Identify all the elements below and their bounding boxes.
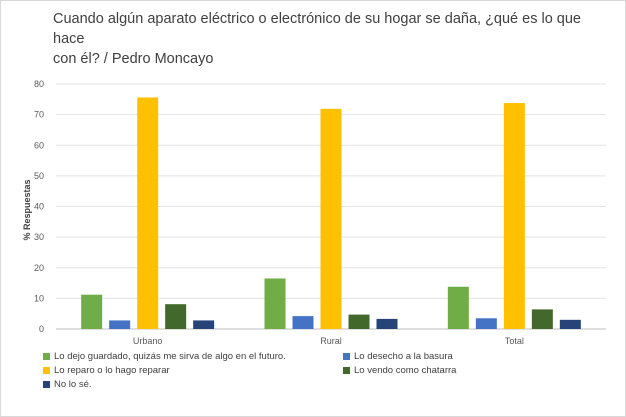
bar bbox=[81, 294, 103, 329]
y-tick-label: 30 bbox=[34, 232, 44, 242]
legend-item: No lo sé. bbox=[43, 379, 92, 390]
legend-item: Lo vendo como chatarra bbox=[343, 365, 456, 376]
legend-label: Lo reparo o lo hago reparar bbox=[54, 365, 170, 376]
x-tick-label: Total bbox=[505, 336, 524, 346]
legend-label: Lo vendo como chatarra bbox=[354, 365, 457, 376]
bar bbox=[348, 314, 370, 329]
bar bbox=[320, 108, 342, 330]
bar bbox=[475, 318, 497, 329]
legend-swatch bbox=[43, 353, 50, 360]
legend-swatch bbox=[43, 381, 50, 388]
y-tick-label: 60 bbox=[34, 140, 44, 150]
legend-item: Lo reparo o lo hago reparar bbox=[43, 365, 170, 376]
y-tick-label: 40 bbox=[34, 202, 44, 212]
bar bbox=[292, 316, 314, 329]
y-tick-label: 70 bbox=[34, 110, 44, 120]
legend-item: Lo desecho a la basura bbox=[343, 351, 453, 362]
bar bbox=[559, 319, 581, 329]
chart-title: Cuando algún aparato eléctrico o electró… bbox=[53, 9, 593, 69]
bar bbox=[503, 102, 525, 329]
bar bbox=[109, 320, 131, 329]
bar bbox=[137, 97, 159, 329]
y-tick-label: 0 bbox=[39, 324, 44, 334]
bar bbox=[193, 320, 215, 329]
legend-item: Lo dejo guardado, quizás me sirva de alg… bbox=[43, 351, 286, 362]
y-tick-label: 80 bbox=[34, 79, 44, 89]
x-tick-label: Urbano bbox=[133, 336, 163, 346]
legend-swatch bbox=[43, 367, 50, 374]
y-tick-label: 20 bbox=[34, 263, 44, 273]
legend-swatch bbox=[343, 353, 350, 360]
bar bbox=[376, 318, 398, 329]
legend-label: Lo dejo guardado, quizás me sirva de alg… bbox=[54, 351, 286, 362]
y-tick-label: 50 bbox=[34, 171, 44, 181]
chart-title-line-1: Cuando algún aparato eléctrico o electró… bbox=[53, 11, 581, 47]
bar bbox=[165, 304, 187, 329]
chart-title-line-2: con él? / Pedro Moncayo bbox=[53, 51, 214, 67]
bar bbox=[264, 278, 286, 329]
legend-swatch bbox=[343, 367, 350, 374]
legend-label: Lo desecho a la basura bbox=[354, 351, 453, 362]
y-tick-label: 10 bbox=[34, 293, 44, 303]
bar bbox=[447, 286, 469, 329]
bar bbox=[531, 309, 553, 329]
legend-label: No lo sé. bbox=[54, 379, 92, 390]
x-tick-label: Rural bbox=[320, 336, 342, 346]
